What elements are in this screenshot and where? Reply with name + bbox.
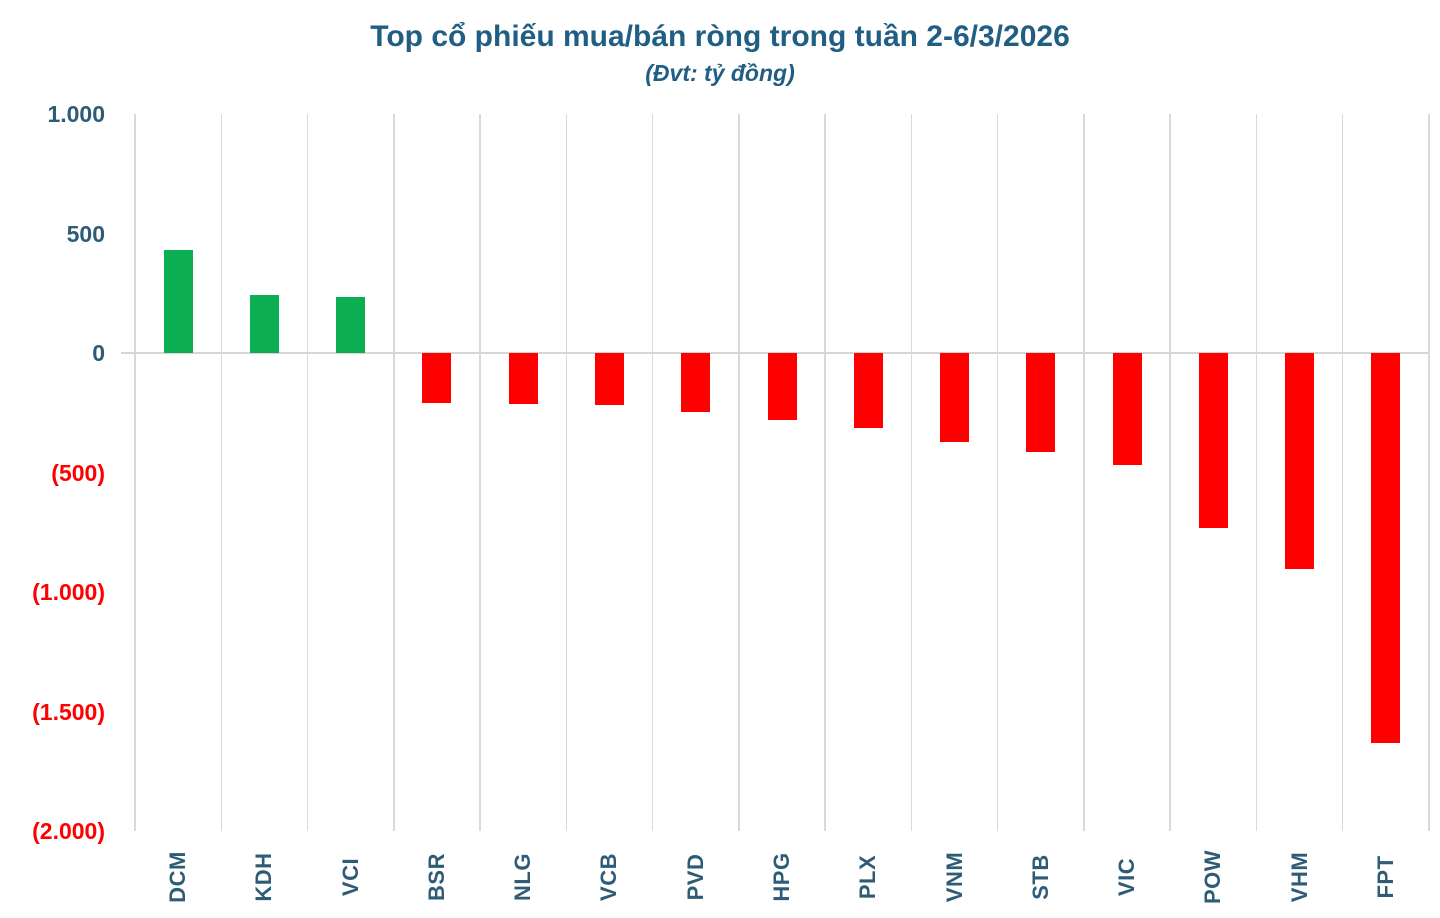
x-axis-label-KDH: KDH <box>251 852 277 902</box>
x-axis-label-HPG: HPG <box>769 852 794 902</box>
x-axis-label-FPT: FPT <box>1372 855 1398 899</box>
vertical-gridline <box>565 114 568 831</box>
chart-title: Top cổ phiếu mua/bán ròng trong tuần 2-6… <box>370 20 1070 53</box>
vertical-gridline <box>134 114 136 831</box>
y-axis-tick-label: 0 <box>92 340 105 366</box>
bar-STB <box>1026 353 1056 452</box>
x-axis-label-BSR: BSR <box>423 853 449 901</box>
vertical-gridline <box>393 114 395 831</box>
vertical-gridline <box>1341 114 1344 831</box>
bar-VNM <box>940 353 970 443</box>
bar-VCI <box>336 297 366 353</box>
vertical-gridline <box>738 114 740 831</box>
x-axis-label-VNM: VNM <box>941 851 967 903</box>
y-axis-tick-label: (1.000) <box>32 579 105 605</box>
vertical-gridline <box>824 114 826 831</box>
chart-subtitle: (Đvt: tỷ đồng) <box>645 60 795 86</box>
vertical-gridline <box>479 114 481 831</box>
vertical-gridline <box>1428 114 1430 831</box>
y-axis-tick-label: (1.500) <box>32 698 105 725</box>
x-axis-label-POW: POW <box>1200 849 1226 905</box>
x-axis-label-VCB: VCB <box>596 853 622 901</box>
x-axis-label-PLX: PLX <box>855 854 881 900</box>
bar-HPG <box>767 353 797 421</box>
x-axis-label-STB: STB <box>1027 854 1053 900</box>
bar-FPT <box>1371 353 1401 744</box>
vertical-gridline <box>996 114 999 831</box>
bar-BSR <box>422 353 452 403</box>
x-axis-label-DCM: DCM <box>165 851 191 903</box>
y-axis-tick-label: (500) <box>51 459 105 486</box>
bar-NLG <box>508 353 538 404</box>
y-axis-tick-label: 500 <box>66 220 105 247</box>
bar-POW <box>1198 353 1228 528</box>
x-axis-label-PVD: PVD <box>682 853 708 901</box>
y-axis-tick-label: 1.000 <box>47 101 105 127</box>
bar-VHM <box>1285 353 1315 569</box>
bar-VIC <box>1112 353 1142 466</box>
bar-PVD <box>681 353 711 412</box>
x-axis-label-VHM: VHM <box>1286 851 1312 903</box>
bar-KDH <box>249 295 279 353</box>
bar-VCB <box>594 353 624 405</box>
y-axis-tick-label: (2.000) <box>32 818 105 844</box>
vertical-gridline <box>910 114 913 831</box>
vertical-gridline <box>306 114 309 831</box>
vertical-gridline <box>1169 114 1171 831</box>
vertical-gridline <box>220 114 223 831</box>
bar-DCM <box>163 249 193 353</box>
x-axis-label-VCI: VCI <box>337 857 363 897</box>
x-axis-label-VIC: VIC <box>1114 857 1140 897</box>
x-axis-label-NLG: NLG <box>510 853 536 901</box>
vertical-gridline <box>1083 114 1085 831</box>
vertical-gridline <box>1255 114 1258 831</box>
bar-PLX <box>853 353 883 429</box>
vertical-gridline <box>651 114 654 831</box>
